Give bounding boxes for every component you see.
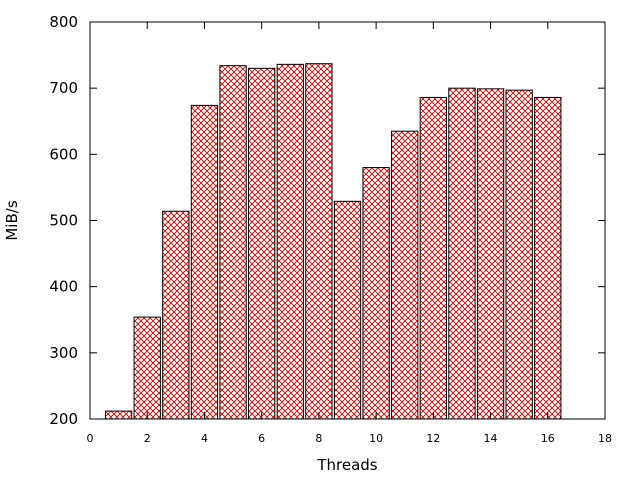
- x-tick-label: 12: [426, 432, 440, 445]
- x-tick-label: 8: [315, 432, 322, 445]
- bar-threads-1: [104, 410, 133, 420]
- bar-threads-3: [162, 210, 190, 420]
- bars: [104, 63, 562, 420]
- x-tick-label: 14: [484, 432, 498, 445]
- bar-threads-5: [219, 65, 247, 420]
- x-tick-labels: 0 2 4 6 8 10 12 14 16 18: [87, 432, 613, 445]
- x-tick-label: 0: [87, 432, 94, 445]
- bar-threads-2: [133, 316, 161, 420]
- x-tick-label: 4: [201, 432, 208, 445]
- y-tick-label: 300: [49, 344, 78, 362]
- bar-threads-14: [476, 88, 505, 420]
- x-tick-label: 2: [144, 432, 151, 445]
- x-tick-label: 10: [369, 432, 383, 445]
- x-tick-label: 18: [598, 432, 612, 445]
- y-tick-label: 800: [49, 13, 78, 31]
- bar-threads-15: [505, 89, 533, 420]
- y-tick-label: 400: [49, 278, 78, 296]
- bar-threads-13: [448, 87, 476, 420]
- bar-threads-8: [305, 63, 333, 420]
- bar-threads-7: [276, 63, 304, 420]
- bar-threads-11: [391, 130, 419, 420]
- bar-threads-6: [248, 67, 276, 420]
- x-axis-label: Threads: [316, 456, 377, 474]
- bar-threads-9: [333, 200, 362, 420]
- bar-threads-4: [190, 104, 219, 420]
- y-tick-label: 500: [49, 212, 78, 230]
- x-tick-label: 16: [541, 432, 555, 445]
- y-tick-label: 600: [49, 145, 78, 163]
- y-tick-label: 700: [49, 79, 78, 97]
- x-tick-label: 6: [258, 432, 265, 445]
- bar-threads-12: [419, 96, 447, 420]
- axis-ticks: [89, 21, 606, 420]
- y-axis-label: MiB/s: [3, 200, 21, 240]
- y-tick-labels: 200 300 400 500 600 700 800: [49, 13, 78, 428]
- bar-threads-10: [362, 167, 390, 420]
- y-tick-label: 200: [49, 410, 78, 428]
- bar-threads-16: [534, 96, 562, 420]
